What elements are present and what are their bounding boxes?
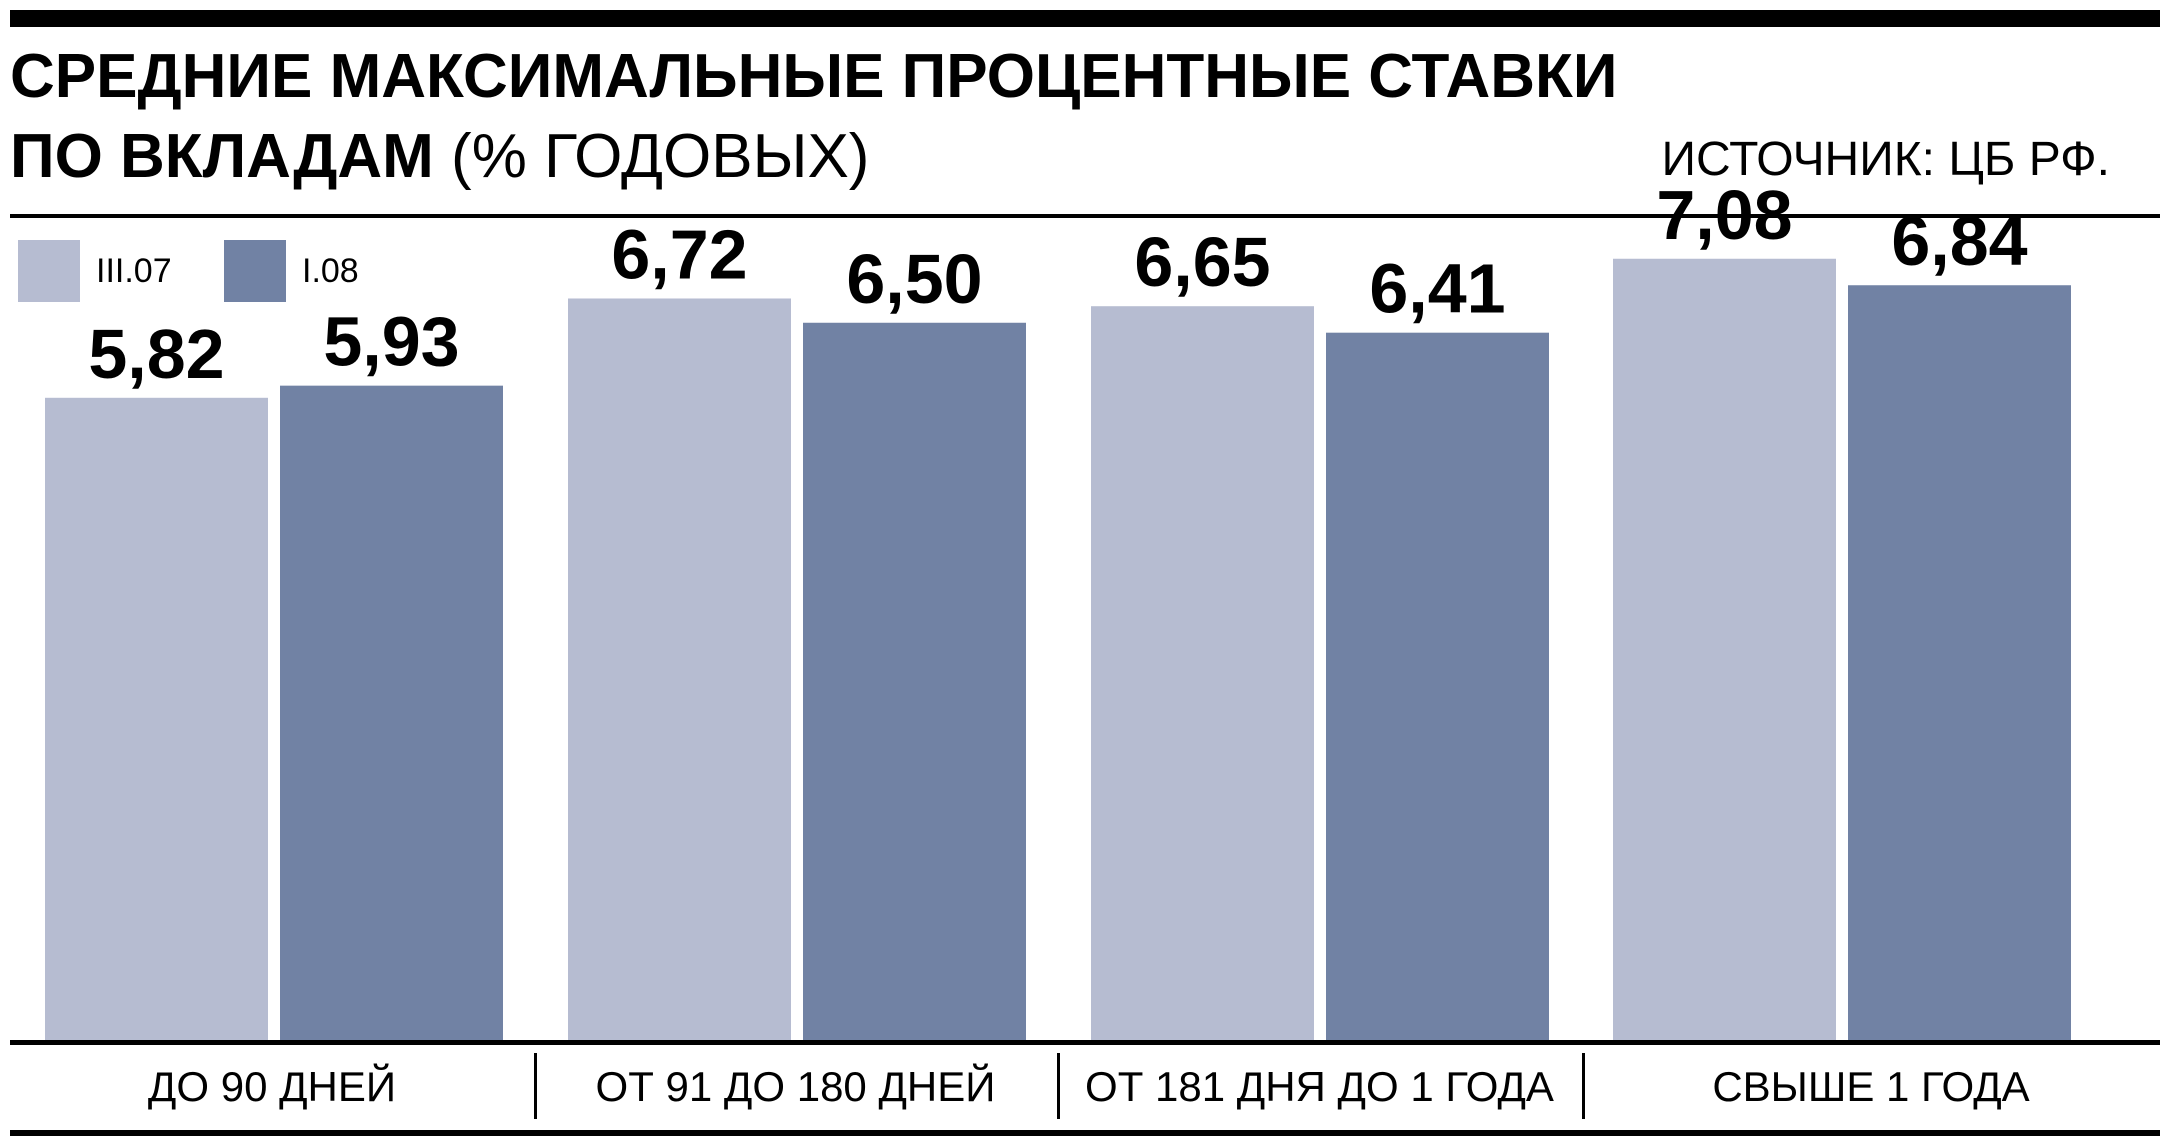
data-label-i-08-0: 5,93	[323, 303, 459, 381]
bar-iii-07-0	[45, 397, 268, 1040]
legend-label-iii-07: III.07	[96, 252, 172, 290]
category-label-0: ДО 90 ДНЕЙ	[148, 1062, 396, 1110]
category-separator-3	[1582, 1053, 1585, 1119]
top-rule	[10, 10, 2160, 27]
legend-swatch-i-08	[224, 240, 286, 302]
bottom-rule	[10, 1130, 2160, 1136]
bar-i-08-2	[1326, 332, 1549, 1040]
chart-title-bold: ПО ВКЛАДАМ	[10, 122, 434, 191]
chart-title-units: (% ГОДОВЫХ)	[451, 122, 870, 191]
category-separator-2	[1057, 1053, 1060, 1119]
data-label-i-08-2: 6,41	[1369, 250, 1505, 328]
data-label-i-08-3: 6,84	[1891, 202, 2027, 280]
chart-title-line-2: ПО ВКЛАДАМ (% ГОДОВЫХ)	[10, 126, 869, 188]
data-label-iii-07-3: 7,08	[1656, 176, 1792, 254]
x-axis-line	[10, 1040, 2160, 1045]
category-label-3: СВЫШЕ 1 ГОДА	[1712, 1063, 2029, 1110]
data-label-iii-07-2: 6,65	[1134, 223, 1270, 301]
chart-title-line-1: СРЕДНИЕ МАКСИМАЛЬНЫЕ ПРОЦЕНТНЫЕ СТАВКИ	[10, 42, 1618, 111]
data-label-iii-07-0: 5,82	[88, 315, 224, 393]
bar-iii-07-3	[1613, 258, 1836, 1040]
category-separator-1	[534, 1053, 537, 1119]
category-label-1: ОТ 91 ДО 180 ДНЕЙ	[596, 1062, 996, 1110]
bar-i-08-0	[280, 385, 503, 1041]
data-label-i-08-1: 6,50	[846, 240, 982, 318]
header-rule	[10, 214, 2160, 218]
bar-i-08-1	[803, 322, 1026, 1040]
legend-swatch-iii-07	[18, 240, 80, 302]
source-note: ИСТОЧНИК: ЦБ РФ.	[1661, 133, 2110, 186]
category-label-2: ОТ 181 ДНЯ ДО 1 ГОДА	[1085, 1063, 1554, 1110]
bar-i-08-3	[1848, 285, 2071, 1040]
bar-iii-07-2	[1091, 306, 1314, 1040]
legend-label-i-08: I.08	[302, 252, 359, 290]
data-label-iii-07-1: 6,72	[611, 215, 747, 293]
bar-iii-07-1	[568, 298, 791, 1040]
